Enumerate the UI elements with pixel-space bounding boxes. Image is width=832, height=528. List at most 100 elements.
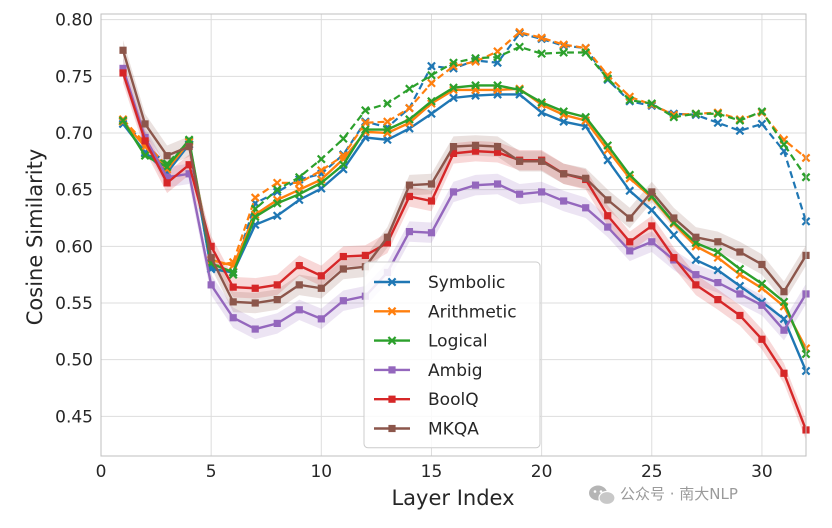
symbolic-dashed-path (122, 32, 808, 274)
ambig-point (229, 314, 237, 322)
legend-marker (388, 424, 396, 433)
ambig-series (119, 64, 810, 334)
arithmetic-dashed-point (383, 117, 392, 127)
mkqa-point (317, 284, 325, 292)
mkqa-point (427, 180, 436, 188)
symbolic-point (559, 117, 569, 127)
ambig-point (207, 281, 215, 289)
boolq-point (361, 251, 369, 259)
ambig-point (163, 173, 171, 181)
arithmetic-dashed-point (515, 27, 524, 37)
logical-dashed-point (383, 99, 392, 108)
symbolic-point (713, 265, 723, 275)
logical-dashed-point (537, 49, 547, 59)
mkqa-point (119, 46, 127, 54)
boolq-point (383, 239, 392, 247)
legend-item-boolq: BoolQ (374, 390, 479, 410)
mkqa-point (295, 281, 303, 289)
logical-dashed-point (316, 154, 326, 164)
boolq-point (207, 242, 215, 250)
watermark: 公众号 · 南大NLP (589, 485, 738, 506)
logical-point (625, 170, 635, 180)
y-tick-label: 0.45 (55, 407, 93, 427)
mkqa-point (758, 260, 766, 269)
mkqa-point (780, 288, 788, 296)
symbolic-point (691, 255, 701, 265)
symbolic-point (449, 93, 458, 103)
boolq-point (339, 252, 347, 261)
legend-item-mkqa: MKQA (374, 420, 479, 440)
mkqa-point (538, 157, 546, 165)
x-tick-label: 25 (641, 462, 663, 482)
wechat-icon (589, 485, 616, 506)
logical-dashed-point (449, 58, 458, 68)
symbolic-dashed-point (735, 126, 745, 136)
legend-marker (387, 306, 397, 316)
symbolic-point (272, 211, 282, 221)
mkqa-point (163, 152, 171, 160)
boolq-point (714, 296, 722, 304)
y-tick-label: 0.65 (55, 181, 93, 201)
boolq-point (670, 254, 678, 262)
y-tick-label: 0.80 (55, 11, 93, 31)
mkqa-point (405, 181, 414, 189)
ambig-point (405, 228, 414, 236)
mkqa-point (670, 214, 678, 222)
ambig-point (273, 319, 281, 327)
mkqa-point (141, 120, 149, 128)
boolq-point (119, 69, 127, 77)
x-tick-labels: 0 5 10 15 20 25 30 (96, 462, 773, 482)
logical-point (360, 125, 370, 134)
symbolic-point (427, 109, 436, 119)
logical-point (383, 125, 392, 134)
mkqa-point (383, 233, 392, 241)
logical-point (515, 85, 524, 95)
logical-point (250, 212, 260, 222)
ambig-point (185, 170, 193, 178)
boolq-point (604, 212, 612, 220)
boolq-point (471, 147, 480, 155)
logical-dashed-point (493, 52, 502, 62)
symbolic-dashed-point (713, 118, 723, 128)
ambig-point (295, 306, 303, 314)
axes-frame (100, 13, 807, 457)
logical-dashed-point (647, 99, 657, 108)
series-lines (118, 46, 811, 434)
boolq-point (251, 284, 259, 292)
logical-dashed-point (294, 172, 304, 182)
legend-item-logical: Logical (374, 332, 488, 352)
mkqa-point (692, 233, 700, 241)
arithmetic-dashed-point (559, 40, 569, 49)
arithmetic-dashed-point (360, 118, 370, 128)
logical-dashed-point (338, 134, 348, 144)
boolq-point (493, 148, 502, 156)
boolq-point (273, 281, 281, 289)
ambig-point (538, 188, 546, 196)
x-tick-label: 30 (751, 462, 773, 482)
y-tick-label: 0.60 (55, 237, 93, 257)
symbolic-point (383, 135, 392, 145)
logical-dashed-point (272, 185, 282, 195)
logical-dashed-point (471, 53, 480, 63)
logical-point (713, 247, 723, 257)
logical-point (162, 162, 172, 172)
logical-point (559, 107, 569, 116)
symbolic-point (669, 230, 679, 240)
logical-point (405, 115, 414, 124)
x-tick-label: 15 (421, 462, 443, 482)
boolq-point (317, 272, 325, 280)
logical-point (294, 189, 304, 199)
logical-point (471, 81, 480, 90)
arithmetic-dashed-point (405, 103, 414, 113)
mkqa-point (515, 157, 524, 165)
logical-dashed-point (360, 105, 370, 115)
x-tick-label: 20 (531, 462, 553, 482)
boolq-point (449, 149, 458, 157)
legend-item-ambig: Ambig (374, 361, 483, 381)
logical-point (493, 81, 502, 90)
mkqa-point (714, 238, 722, 246)
ambig-point (582, 204, 590, 212)
ambig-point (339, 297, 347, 305)
ambig-point (604, 223, 612, 231)
y-tick-label: 0.70 (55, 124, 93, 144)
